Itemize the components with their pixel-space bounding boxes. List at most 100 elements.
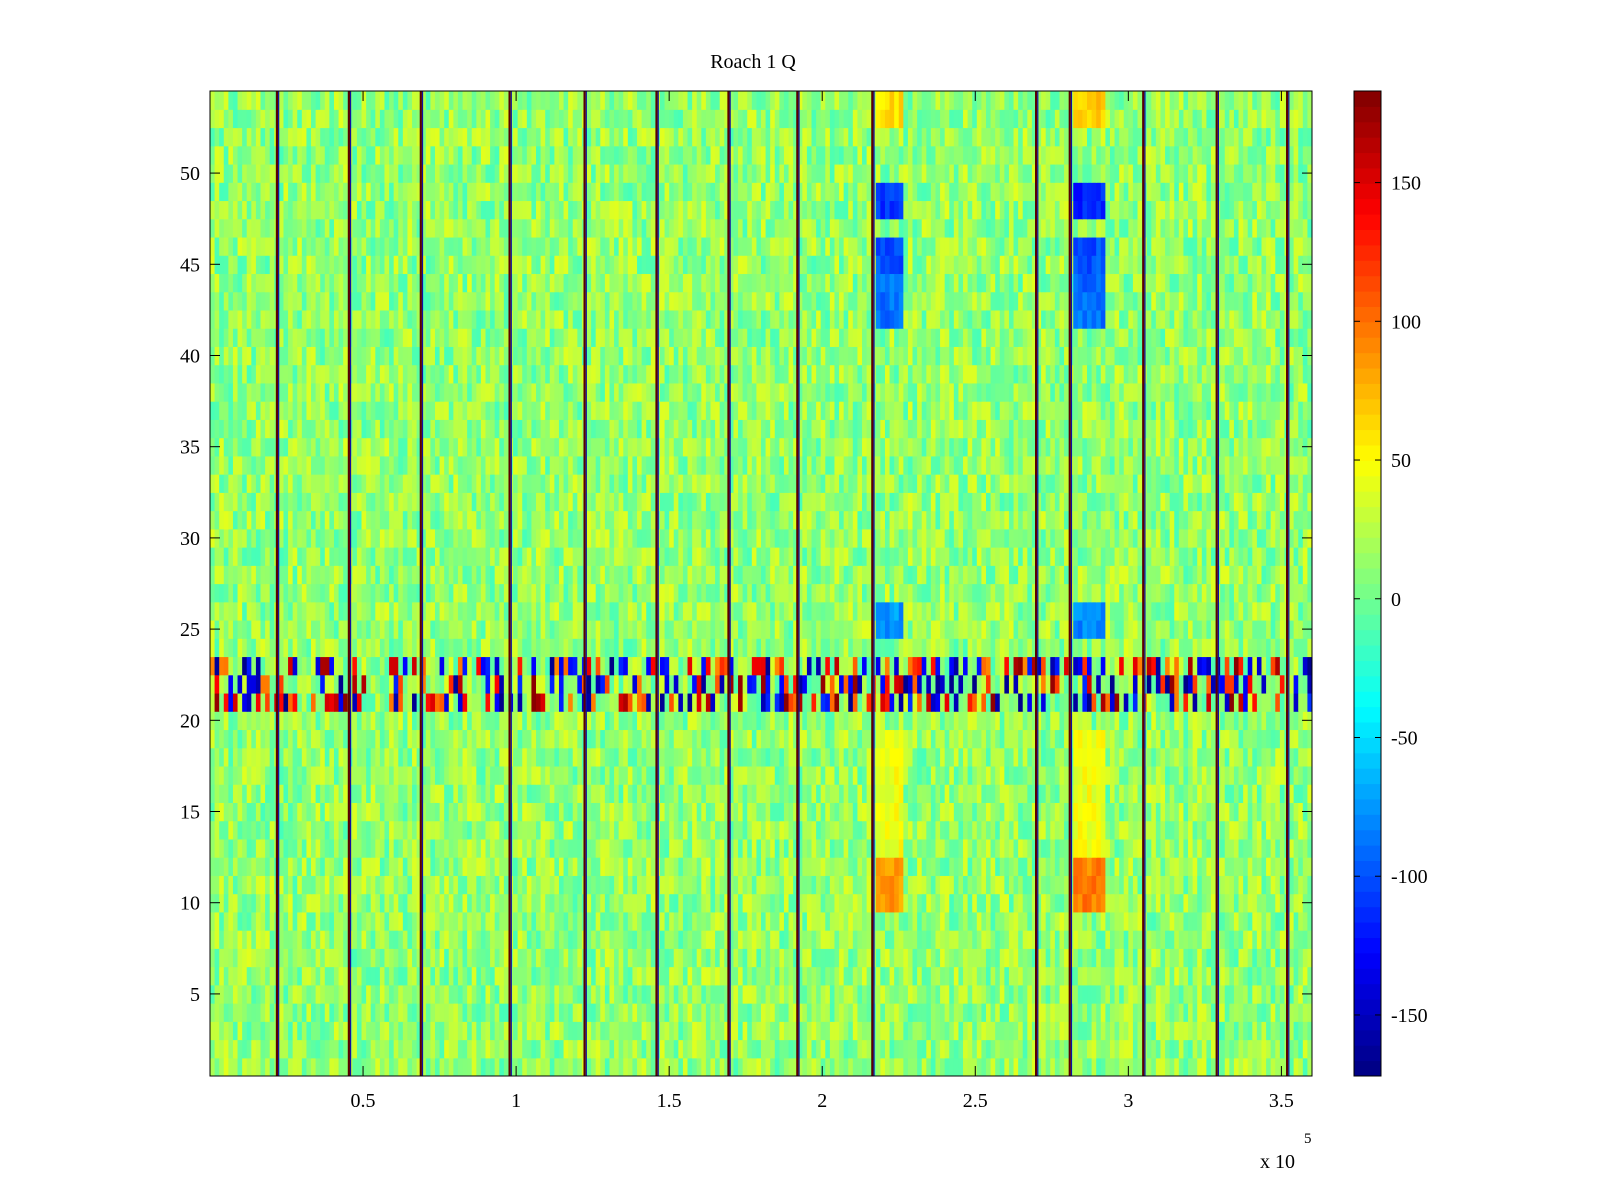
heatmap-cell [1064, 893, 1070, 913]
heatmap-cell [806, 1057, 813, 1076]
heatmap-cell [995, 765, 1001, 785]
heatmap-cell [1054, 692, 1061, 712]
heatmap-cell [1100, 784, 1106, 803]
heatmap-cell [834, 893, 840, 913]
heatmap-cell [554, 729, 560, 749]
heatmap-cell [623, 1039, 629, 1059]
heatmap-cell [242, 948, 248, 968]
heatmap-cell [692, 820, 698, 840]
heatmap-cell [1022, 1057, 1028, 1076]
heatmap-cell [783, 875, 790, 895]
heatmap-cell [361, 692, 367, 712]
heatmap-cell [820, 893, 826, 913]
heatmap-cell [967, 966, 973, 986]
heatmap-cell [1087, 838, 1093, 858]
heatmap-cell [1256, 948, 1263, 968]
heatmap-cell [1206, 802, 1212, 822]
heatmap-cell [554, 765, 560, 785]
heatmap-cell [733, 1057, 739, 1076]
heatmap-cell [265, 729, 271, 749]
heatmap-cell [1045, 838, 1051, 858]
heatmap-cell [692, 692, 698, 712]
heatmap-cell [995, 838, 1001, 858]
heatmap-cell [503, 729, 510, 749]
heatmap-cell [356, 984, 363, 1004]
heatmap-cell [389, 1057, 395, 1076]
heatmap-cell [1261, 911, 1267, 931]
heatmap-cell [398, 802, 404, 822]
heatmap-cell [283, 948, 289, 968]
heatmap-cell [788, 784, 794, 803]
heatmap-cell [1132, 820, 1139, 840]
heatmap-cell [843, 984, 849, 1004]
heatmap-cell [696, 692, 702, 712]
heatmap-cell [1013, 729, 1019, 749]
heatmap-cell [1233, 747, 1240, 767]
heatmap-cell [232, 765, 239, 785]
heatmap-cell [898, 1057, 904, 1076]
heatmap-cell [797, 729, 803, 749]
heatmap-cell [715, 802, 721, 822]
heatmap-cell [1018, 930, 1024, 949]
heatmap-cell [1041, 784, 1047, 803]
heatmap-cell [949, 857, 955, 876]
heatmap-cell [1279, 1057, 1286, 1076]
heatmap-cell [627, 1003, 634, 1022]
heatmap-cell [1293, 729, 1299, 749]
heatmap-cell [522, 1039, 528, 1059]
heatmap-cell [926, 784, 932, 803]
heatmap-cell [476, 1039, 482, 1059]
heatmap-cell [862, 784, 868, 803]
heatmap-cell [793, 948, 799, 968]
heatmap-cell [783, 1057, 790, 1076]
heatmap-cell [1151, 857, 1157, 876]
heatmap-cell [618, 784, 624, 803]
heatmap-cell [659, 930, 666, 949]
heatmap-cell [1050, 802, 1056, 822]
heatmap-cell [1197, 948, 1203, 968]
heatmap-cell [774, 1057, 780, 1076]
heatmap-cell [1224, 784, 1230, 803]
heatmap-cell [398, 838, 404, 858]
heatmap-cell [412, 966, 418, 986]
heatmap-cell [384, 1003, 390, 1022]
heatmap-cell [1270, 984, 1276, 1004]
heatmap-cell [1041, 711, 1047, 731]
heatmap-cell [379, 911, 386, 931]
heatmap-cell [490, 911, 496, 931]
heatmap-cell [540, 984, 546, 1004]
heatmap-cell [650, 1021, 656, 1041]
heatmap-cell [412, 692, 418, 712]
heatmap-cell [1073, 911, 1079, 931]
heatmap-cell [531, 838, 537, 858]
heatmap-cell [747, 711, 753, 731]
heatmap-cell [862, 984, 868, 1004]
heatmap-cell [1252, 838, 1258, 858]
heatmap-cell [311, 1057, 317, 1076]
heatmap-cell [999, 1021, 1005, 1041]
heatmap-cell [972, 948, 978, 968]
heatmap-cell [1087, 930, 1093, 949]
heatmap-cell [269, 857, 275, 876]
heatmap-cell [1027, 911, 1033, 931]
heatmap-cell [1302, 966, 1309, 986]
heatmap-cell [329, 838, 335, 858]
heatmap-cell [370, 948, 376, 968]
heatmap-cell [779, 893, 785, 913]
heatmap-cell [985, 1039, 992, 1059]
heatmap-cell [1064, 784, 1070, 803]
heatmap-cell [719, 838, 725, 858]
heatmap-cell [246, 930, 252, 949]
heatmap-cell [756, 802, 762, 822]
heatmap-cell [513, 984, 519, 1004]
heatmap-cell [356, 930, 363, 949]
heatmap-cell [356, 1021, 363, 1041]
heatmap-cell [572, 802, 578, 822]
heatmap-cell [967, 1021, 973, 1041]
heatmap-cell [549, 930, 555, 949]
heatmap-cell [1096, 820, 1102, 840]
heatmap-cell [1275, 966, 1281, 986]
heatmap-cell [884, 966, 891, 986]
heatmap-cell [237, 820, 243, 840]
heatmap-cell [219, 765, 225, 785]
